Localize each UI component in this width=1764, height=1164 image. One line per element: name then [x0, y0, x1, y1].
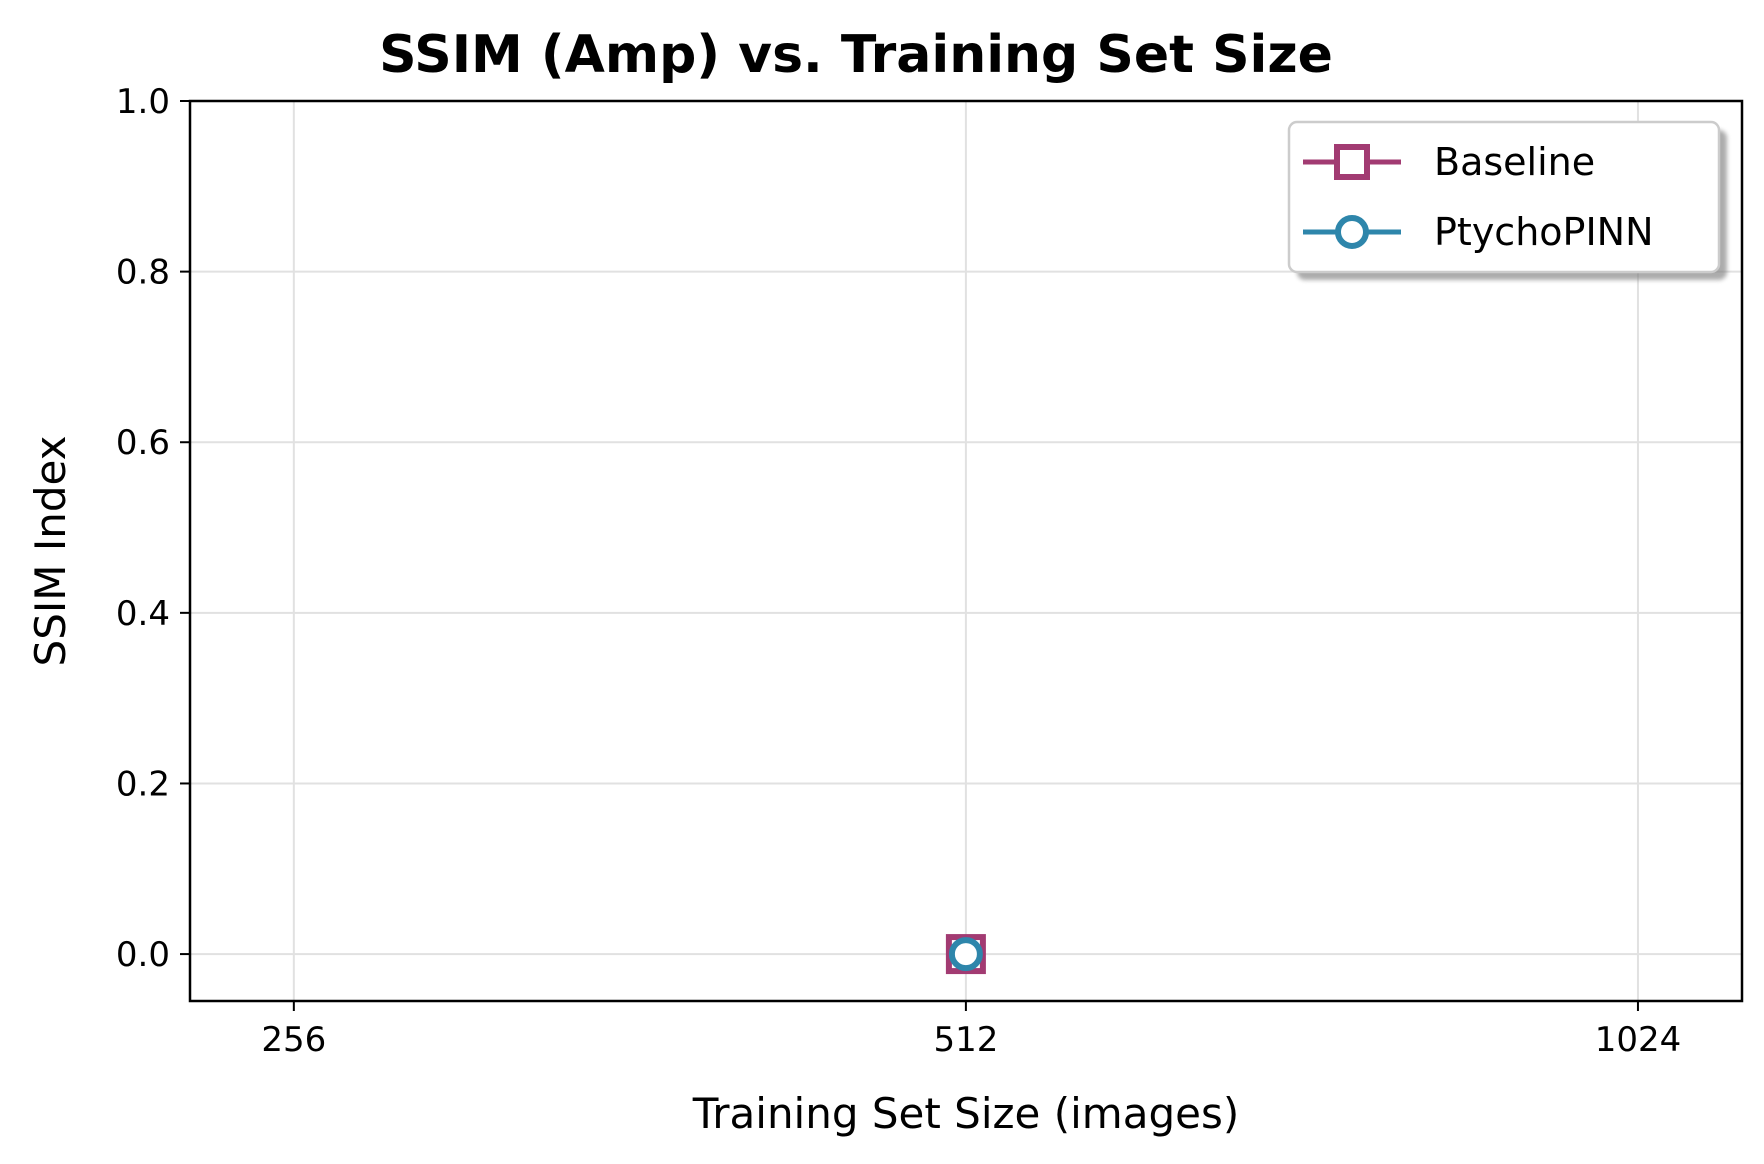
legend-label: PtychoPINN: [1434, 210, 1654, 254]
x-tick-label: 512: [933, 1020, 998, 1060]
y-tick-label: 1.0: [116, 82, 170, 122]
legend-label: Baseline: [1434, 140, 1595, 184]
legend: Baseline PtychoPINN: [1287, 120, 1727, 280]
x-tick-label: 256: [261, 1020, 326, 1060]
data-point: [948, 937, 983, 972]
plot-series: [945, 934, 986, 975]
legend-marker: [1335, 215, 1369, 249]
legend-entry: PtychoPINN: [1303, 210, 1654, 254]
y-tick-label: 0.2: [116, 764, 170, 804]
chart-title: SSIM (Amp) vs. Training Set Size: [379, 25, 1333, 85]
legend-marker: [1334, 144, 1370, 180]
axis-ticks: 256 512 1024 0.0 0.2 0.4 0.6 0.8 1.0: [116, 82, 1681, 1060]
y-axis-label: SSIM Index: [26, 436, 75, 667]
y-tick-label: 0.6: [116, 423, 170, 463]
y-tick-label: 0.8: [116, 253, 170, 293]
x-axis-label: Training Set Size (images): [692, 1089, 1239, 1138]
y-tick-label: 0.0: [116, 935, 170, 975]
y-tick-label: 0.4: [116, 594, 170, 634]
x-tick-label: 1024: [1595, 1020, 1682, 1060]
legend-entry: Baseline: [1303, 140, 1595, 184]
plot-area-frame: [188, 99, 1744, 1003]
series-ptychopinn: [948, 937, 983, 972]
